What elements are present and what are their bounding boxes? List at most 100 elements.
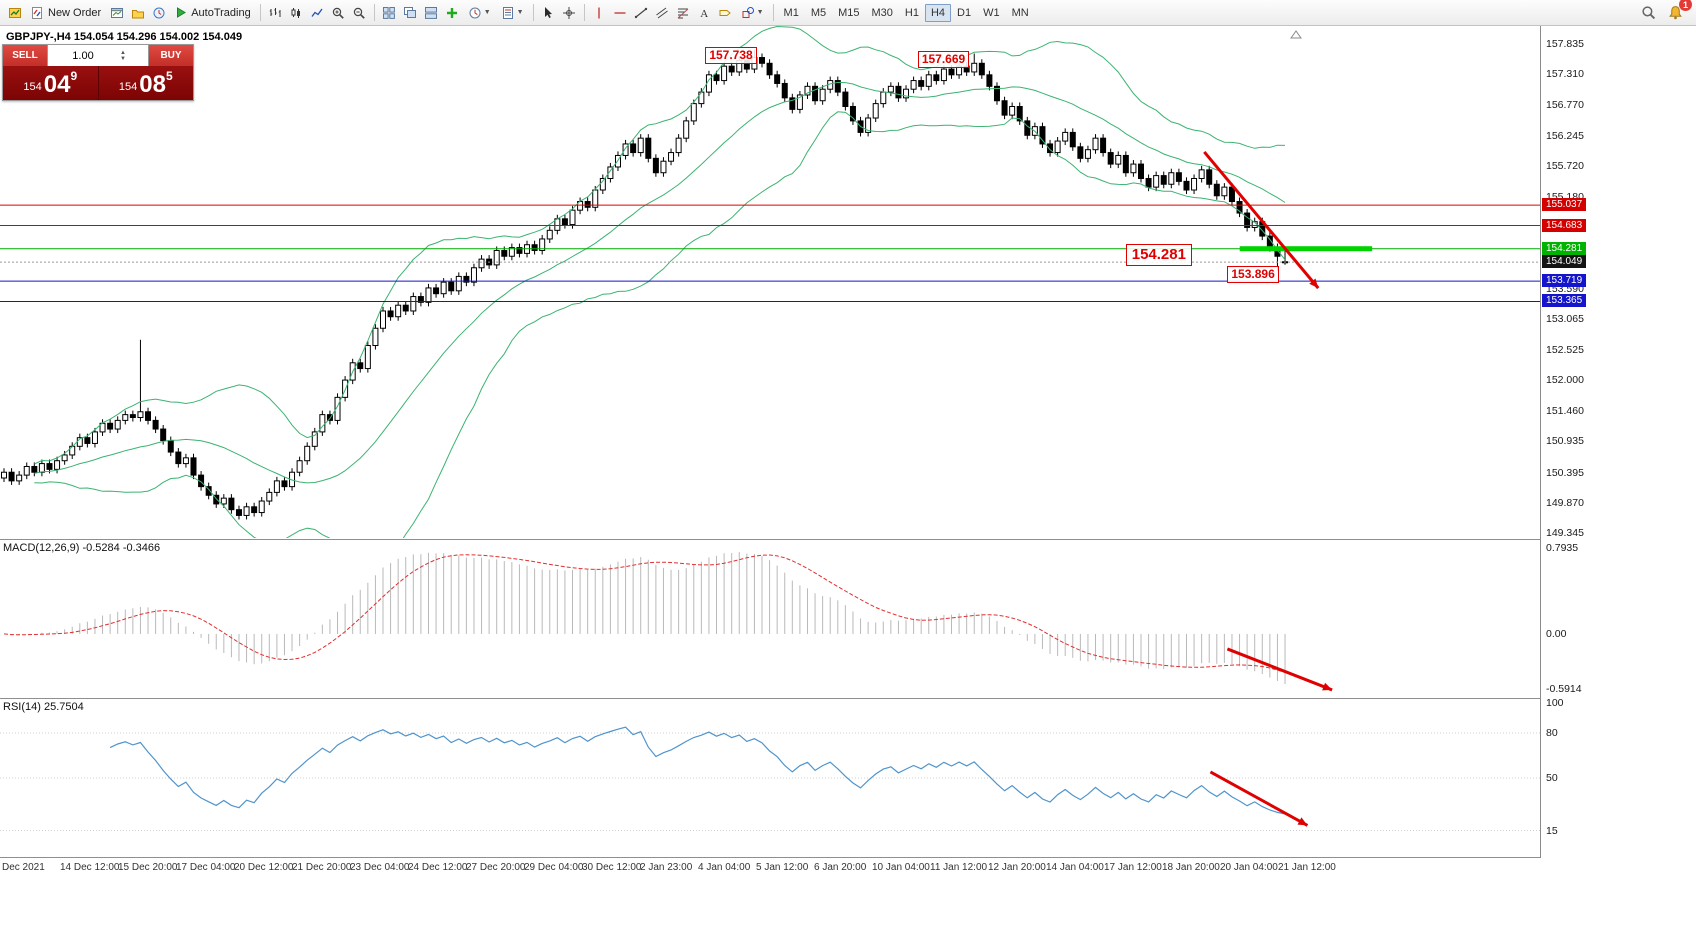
time-axis[interactable]: Dec 2021 14 Dec 12:00 15 Dec 20:00 17 Dec 0… (0, 858, 1540, 880)
volume-input[interactable] (48, 49, 118, 62)
line-chart-icon (311, 8, 323, 17)
buy-price[interactable]: 154 08 5 (99, 66, 194, 100)
horizontal-line-objects[interactable] (0, 204, 1540, 302)
spinner-down-icon[interactable]: ▼ (120, 55, 126, 62)
sell-price-big: 04 (43, 71, 71, 98)
price-axis[interactable]: 157.835 157.310 156.770 156.245 155.720 155.1… (1540, 26, 1696, 858)
vertical-line-button[interactable] (589, 2, 610, 23)
time-axis-label: 15 Dec 20:00 (118, 862, 178, 873)
shapes-button[interactable]: ▼ (736, 4, 769, 22)
trade-widget-top-row: SELL ▲▼ BUY (3, 45, 193, 66)
line-chart-button[interactable] (307, 2, 328, 23)
toolbar-separator (259, 4, 261, 21)
time-axis-label: 29 Dec 04:00 (524, 862, 584, 873)
market-watch-button[interactable] (148, 2, 169, 23)
macd-axis-tick: -0.5914 (1546, 683, 1582, 695)
support-highlight-line[interactable] (1239, 246, 1373, 252)
price-axis-tick: 152.000 (1546, 374, 1584, 387)
indicators-button[interactable] (442, 2, 463, 23)
timeframe-button-m1[interactable]: M1 (783, 6, 799, 19)
templates-button[interactable]: ▼ (496, 4, 529, 22)
price-annotation[interactable]: 157.738 (705, 46, 757, 64)
label-button[interactable] (715, 2, 736, 23)
channel-button[interactable] (652, 2, 673, 23)
macd-axis-tick: 0.7935 (1546, 542, 1579, 554)
timeframe-button-m30[interactable]: M30 (871, 6, 893, 19)
new-chart-button[interactable] (106, 2, 127, 23)
price-annotation[interactable]: 153.896 (1227, 266, 1279, 284)
chart-shift-marker[interactable] (1290, 30, 1302, 39)
trade-widget-prices: 154 04 9 154 08 5 (3, 66, 193, 100)
price-axis-tick: 150.395 (1546, 466, 1584, 479)
sell-button[interactable]: SELL (3, 45, 47, 66)
fibonacci-button[interactable] (673, 2, 694, 23)
horizontal-line-button[interactable] (610, 2, 631, 23)
sell-price[interactable]: 154 04 9 (3, 66, 98, 100)
timeframe-button-m5[interactable]: M5 (810, 6, 827, 19)
autotrading-button[interactable]: AutoTrading (169, 4, 256, 21)
candlestick-chart-button[interactable] (286, 2, 307, 23)
volume-spinner[interactable]: ▲ ▼ (120, 50, 126, 62)
timeframe-button-h1[interactable]: H1 (904, 6, 919, 19)
cursor-button[interactable] (538, 2, 559, 23)
one-click-trading-widget: SELL ▲▼ BUY 154 04 9 154 08 5 (2, 44, 194, 101)
panel-resize-handle[interactable] (0, 698, 1696, 699)
price-tag-153.719: 153.719 (1542, 274, 1587, 288)
toolbar-separator (373, 4, 375, 21)
new-chart-icon (110, 7, 123, 18)
trend-arrow[interactable] (1203, 150, 1320, 290)
timeframe-button-w1[interactable]: W1 (983, 6, 1000, 19)
rsi-canvas[interactable] (0, 699, 1540, 857)
terminal-button[interactable] (4, 2, 25, 23)
price-annotation[interactable]: 157.669 (917, 51, 970, 69)
timeframe-button-d1[interactable]: D1 (957, 6, 972, 19)
macd-signal-line (3, 554, 1286, 673)
text-icon: A (700, 8, 708, 20)
volume-field: ▲▼ (47, 45, 149, 66)
time-axis-label: 27 Dec 20:00 (466, 862, 526, 873)
tile-windows-button[interactable] (379, 2, 400, 23)
timeframe-button-m15[interactable]: M15 (838, 6, 860, 19)
profiles-icon (131, 9, 144, 18)
candlestick-chart-icon (291, 7, 301, 18)
rsi-axis-tick: 100 (1546, 697, 1564, 709)
search-button[interactable] (1638, 2, 1659, 23)
periods-button[interactable]: ▼ (463, 4, 496, 22)
zoom-in-button[interactable] (328, 2, 349, 23)
trend-arrow[interactable] (1209, 770, 1309, 827)
time-axis-label: 17 Dec 04:00 (176, 862, 236, 873)
price-axis-tick: 157.835 (1546, 38, 1584, 50)
notifications-button[interactable]: 1 (1665, 0, 1692, 23)
trendline-button[interactable] (631, 2, 652, 23)
buy-price-main: 154 (118, 81, 138, 93)
macd-panel[interactable]: MACD(12,26,9) -0.5284 -0.3466 (0, 540, 1540, 697)
bar-chart-button[interactable] (265, 2, 286, 23)
new-order-button[interactable]: New Order (25, 4, 106, 22)
price-axis-tick: 151.460 (1546, 405, 1584, 418)
profiles-button[interactable] (127, 2, 148, 23)
chevron-down-icon: ▼ (756, 9, 764, 16)
timeframe-button-h4[interactable]: H4 (924, 3, 952, 22)
price-panel[interactable]: GBPJPY-,H4 154.054 154.296 154.002 154.0… (0, 26, 1540, 538)
price-annotation[interactable]: 154.281 (1125, 244, 1192, 267)
arrange-windows-button[interactable] (421, 2, 442, 23)
time-axis-label: 20 Dec 12:00 (234, 862, 294, 873)
price-chart-canvas[interactable] (0, 26, 1540, 538)
timeframe-button-mn[interactable]: MN (1011, 6, 1029, 19)
cascade-windows-button[interactable] (400, 2, 421, 23)
crosshair-button[interactable] (559, 2, 580, 23)
zoom-out-button[interactable] (349, 2, 370, 23)
time-axis-label: 30 Dec 12:00 (582, 862, 642, 873)
buy-button[interactable]: BUY (149, 45, 193, 66)
macd-axis-tick: 0.00 (1546, 627, 1567, 640)
time-axis-label: 17 Jan 12:00 (1104, 862, 1162, 873)
macd-canvas[interactable] (0, 540, 1540, 697)
trend-arrow[interactable] (1226, 647, 1333, 692)
rsi-panel[interactable]: RSI(14) 25.7504 (0, 699, 1540, 857)
text-button[interactable]: A (694, 2, 715, 23)
toolbar-separator (532, 4, 534, 21)
panel-resize-handle[interactable] (0, 857, 1696, 858)
spinner-up-icon[interactable]: ▲ (120, 49, 126, 56)
panel-resize-handle[interactable] (0, 539, 1696, 540)
zoom-out-icon (354, 7, 366, 19)
